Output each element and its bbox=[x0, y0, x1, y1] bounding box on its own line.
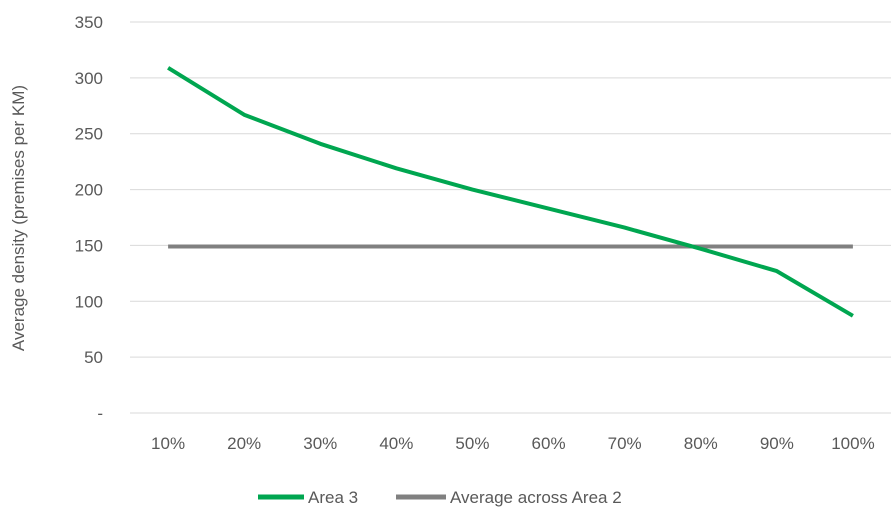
series-lines bbox=[167, 66, 854, 318]
y-tick-label: 350 bbox=[75, 13, 103, 32]
x-tick-label: 90% bbox=[760, 434, 794, 453]
y-tick-label: 50 bbox=[84, 348, 103, 367]
x-tick-label: 70% bbox=[608, 434, 642, 453]
x-axis-tick-labels: 10% 20% 30% 40% 50% 60% 70% 80% 90% 100% bbox=[151, 434, 875, 453]
gridlines bbox=[130, 21, 891, 414]
y-axis-tick-labels: - 50 100 150 200 250 300 350 bbox=[75, 13, 103, 423]
legend: Area 3 Average across Area 2 bbox=[258, 488, 622, 507]
x-tick-label: 20% bbox=[227, 434, 261, 453]
y-tick-label: - bbox=[97, 404, 103, 423]
y-tick-label: 300 bbox=[75, 69, 103, 88]
x-tick-label: 40% bbox=[379, 434, 413, 453]
x-tick-label: 100% bbox=[831, 434, 874, 453]
legend-label: Average across Area 2 bbox=[450, 488, 622, 507]
x-tick-label: 60% bbox=[532, 434, 566, 453]
x-tick-label: 30% bbox=[303, 434, 337, 453]
y-tick-label: 100 bbox=[75, 292, 103, 311]
y-axis-title: Average density (premises per KM) bbox=[9, 85, 28, 351]
series-line-1 bbox=[167, 66, 854, 318]
y-tick-label: 200 bbox=[75, 181, 103, 200]
legend-label: Area 3 bbox=[308, 488, 358, 507]
x-tick-label: 80% bbox=[684, 434, 718, 453]
y-tick-label: 150 bbox=[75, 236, 103, 255]
y-tick-label: 250 bbox=[75, 125, 103, 144]
x-tick-label: 10% bbox=[151, 434, 185, 453]
x-tick-label: 50% bbox=[455, 434, 489, 453]
